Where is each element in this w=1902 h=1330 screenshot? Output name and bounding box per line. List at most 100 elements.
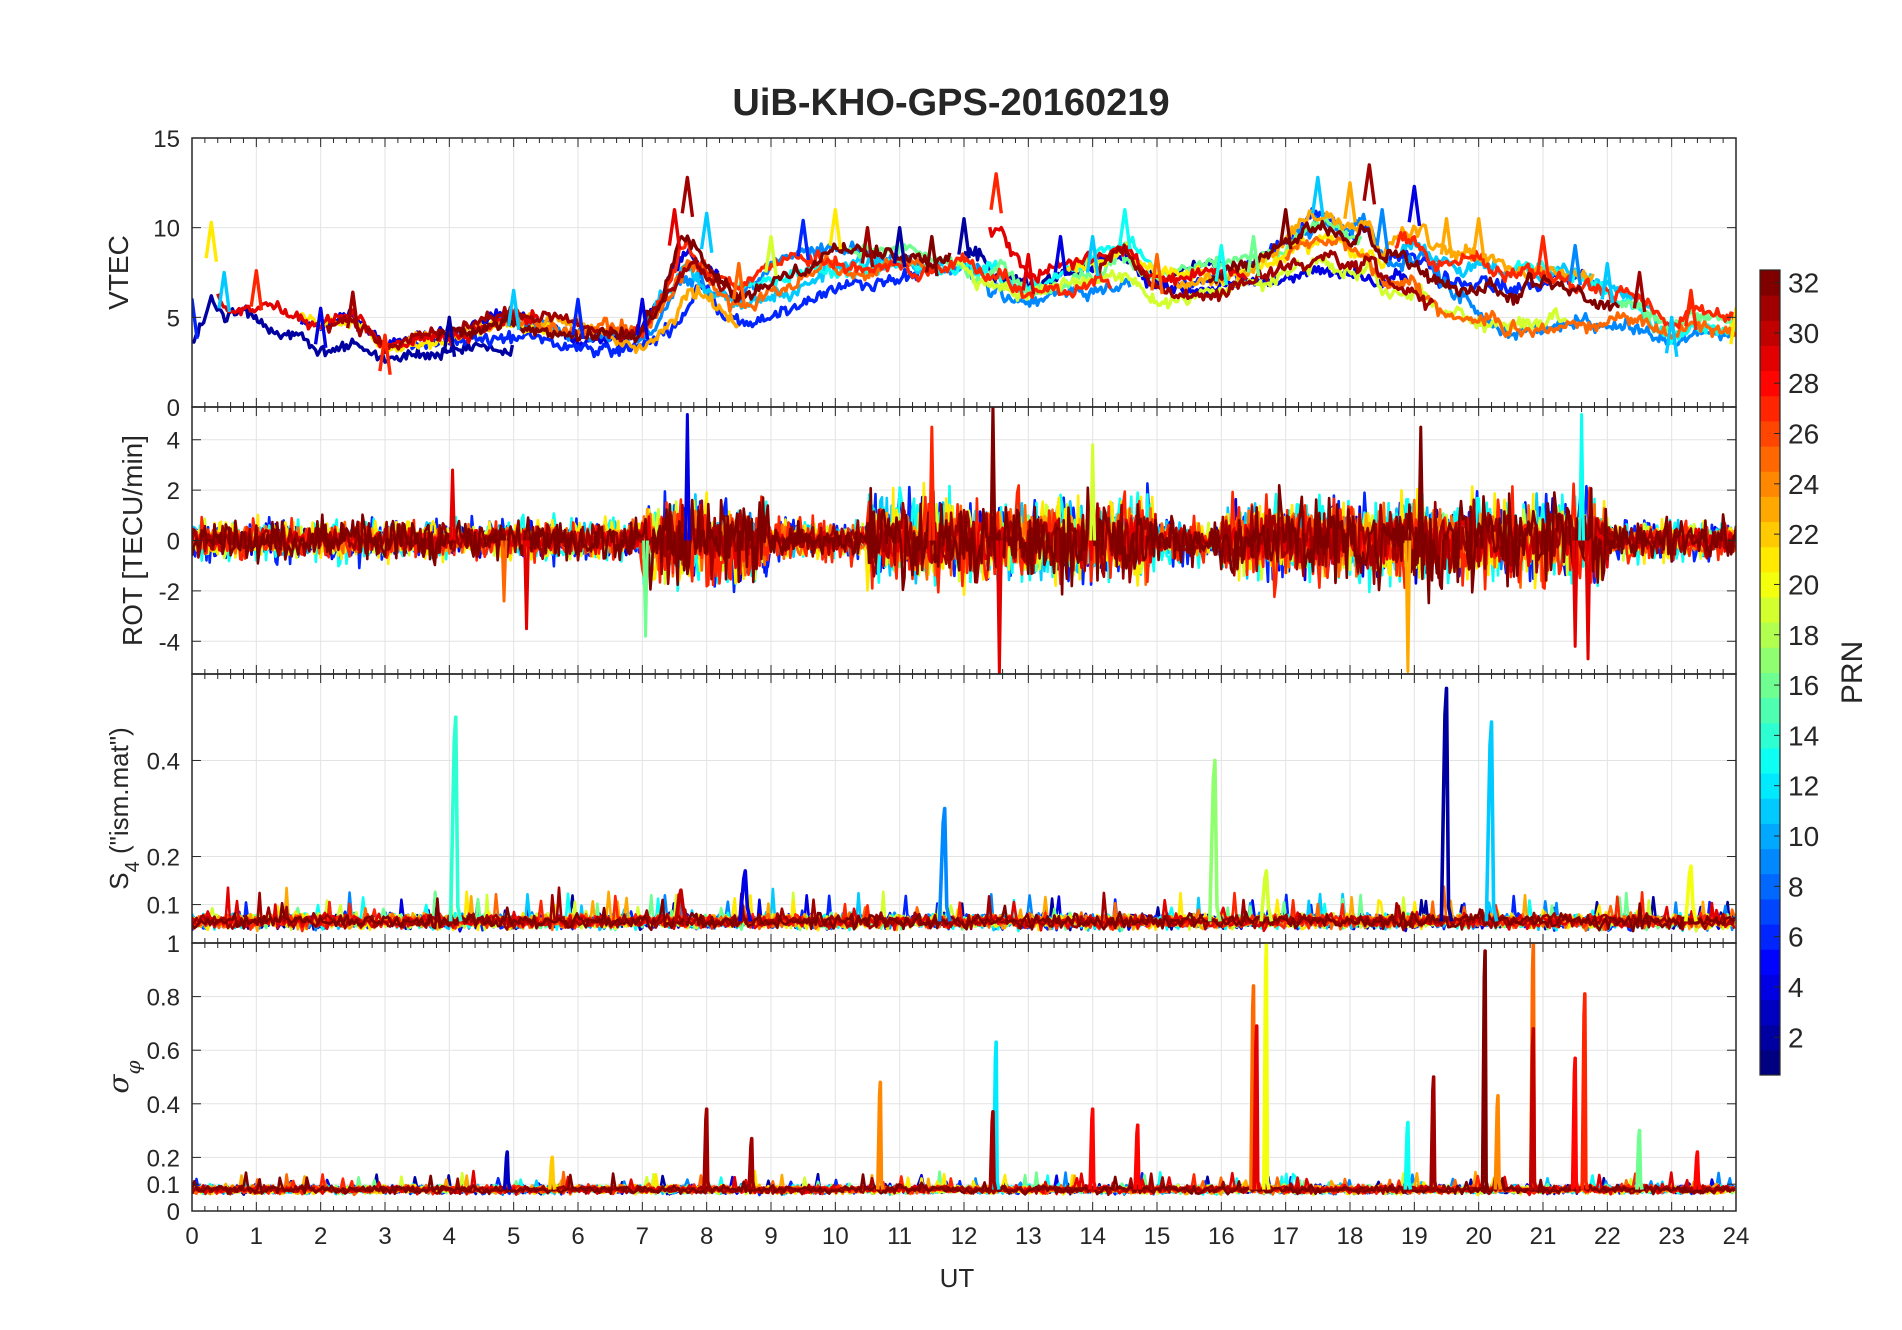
colorbar-tick-label: 16	[1788, 670, 1819, 701]
vtec-peak	[1600, 261, 1615, 304]
xtick-label: 23	[1658, 1223, 1685, 1250]
colorbar-tick-label: 32	[1788, 268, 1819, 299]
xtick-label: 10	[822, 1223, 849, 1250]
colorbar-step	[1760, 496, 1780, 523]
vtec-peak	[925, 234, 939, 277]
ytick-label: 0.2	[147, 1145, 180, 1172]
colorbar-tick-label: 2	[1788, 1022, 1804, 1053]
vtec-peak	[1375, 208, 1389, 250]
x-axis-label: UT	[940, 1263, 975, 1293]
vtec-peak	[1684, 288, 1698, 331]
colorbar-tick-label: 22	[1788, 519, 1819, 550]
vtec-peak	[1362, 163, 1377, 205]
ytick-label: 5	[167, 305, 180, 332]
vtec-peak	[506, 288, 521, 331]
sigma_phi-spike	[1528, 1026, 1538, 1190]
colorbar-step	[1760, 898, 1780, 925]
colorbar-tick-label: 10	[1788, 821, 1819, 852]
vtec-peak	[1278, 208, 1293, 250]
sigma_phi-spike	[991, 1040, 1001, 1190]
rot-spike	[1584, 540, 1592, 661]
grid-s4	[191, 674, 1737, 943]
vtec-peak	[1118, 208, 1132, 250]
colorbar-step	[1760, 722, 1780, 749]
y-axis-label-vtec: VTEC	[103, 235, 134, 310]
vtec-peak	[204, 220, 219, 262]
vtec-line	[1207, 219, 1620, 312]
vtec-peak	[989, 172, 1003, 214]
vtec-peak	[828, 208, 843, 250]
rot-spike	[928, 425, 936, 541]
series-s4	[192, 686, 1736, 933]
sigma_phi-spike	[1693, 1150, 1702, 1190]
ytick-label: 10	[153, 216, 180, 243]
vtec-peak	[764, 234, 778, 277]
vtec-peak	[378, 333, 392, 375]
s4-spike	[1684, 864, 1698, 922]
colorbar-step	[1760, 521, 1780, 548]
vtec-line	[1097, 243, 1435, 311]
vtec-line	[1284, 235, 1736, 340]
vtec-peak	[1214, 243, 1229, 286]
ytick-label: 4	[167, 428, 180, 455]
xtick-label: 14	[1079, 1223, 1106, 1250]
vtec-peak	[1150, 252, 1164, 295]
vtec-peak	[217, 270, 231, 313]
xtick-label: 20	[1465, 1223, 1492, 1250]
vtec-peak	[1246, 234, 1261, 277]
colorbar-step	[1760, 747, 1780, 774]
colorbar-tick-label: 20	[1788, 569, 1819, 600]
xtick-label: 7	[636, 1223, 649, 1250]
colorbar-step	[1760, 848, 1780, 875]
colorbar-tick-label: 18	[1788, 620, 1819, 651]
colorbar-step	[1760, 471, 1780, 497]
colorbar-step	[1760, 949, 1780, 975]
xtick-label: 2	[314, 1223, 327, 1250]
series-sigma_phi	[192, 943, 1736, 1197]
xtick-label: 17	[1272, 1223, 1299, 1250]
ytick-label: 0.6	[147, 1038, 180, 1065]
colorbar-tick-label: 6	[1788, 922, 1804, 953]
colorbar-step	[1760, 420, 1780, 447]
colorbar-tick-label: 4	[1788, 972, 1804, 1003]
vtec-line	[325, 256, 746, 355]
s4-line	[192, 892, 1736, 933]
s4-spike	[448, 715, 463, 922]
ticks-vtec	[191, 137, 1737, 408]
series-rot	[192, 407, 1736, 674]
colorbar-step	[1760, 823, 1780, 850]
rot-spike	[449, 468, 456, 541]
xtick-label: 24	[1723, 1223, 1750, 1250]
colorbar-step	[1760, 974, 1780, 1001]
s4-spike	[1484, 720, 1499, 922]
rot-spike	[1417, 425, 1425, 541]
rot-spike	[989, 407, 997, 541]
rot-spike	[500, 540, 508, 603]
vtec-peak	[571, 297, 585, 340]
sigma_phi-spike	[547, 1155, 557, 1190]
vtec-peak	[1664, 315, 1679, 358]
colorbar-box	[1759, 269, 1781, 1076]
sigma_phi-spike	[747, 1136, 757, 1190]
sigma_phi-spike	[702, 1107, 712, 1190]
vtec-peak	[1343, 181, 1357, 223]
xtick-label: 3	[378, 1223, 391, 1250]
sigma_phi-spike	[1403, 1120, 1413, 1190]
rot-spike	[1089, 443, 1097, 541]
colorbar-step	[1760, 773, 1780, 799]
xtick-label: 11	[887, 1223, 912, 1250]
colorbar-step	[1760, 647, 1780, 673]
colorbar-step	[1760, 999, 1780, 1026]
xtick-label: 21	[1530, 1223, 1557, 1250]
vtec-peak	[699, 211, 714, 253]
colorbar-step	[1760, 1049, 1780, 1076]
vtec-peak	[313, 306, 328, 349]
chart-title: UiB-KHO-GPS-20160219	[732, 82, 1169, 124]
xtick-label: 16	[1208, 1223, 1235, 1250]
s4-spike	[738, 869, 753, 922]
sigma_phi-spike	[1570, 1056, 1580, 1190]
colorbar-step	[1760, 270, 1780, 296]
vtec-peak	[1439, 217, 1454, 259]
xtick-label: 9	[764, 1223, 777, 1250]
